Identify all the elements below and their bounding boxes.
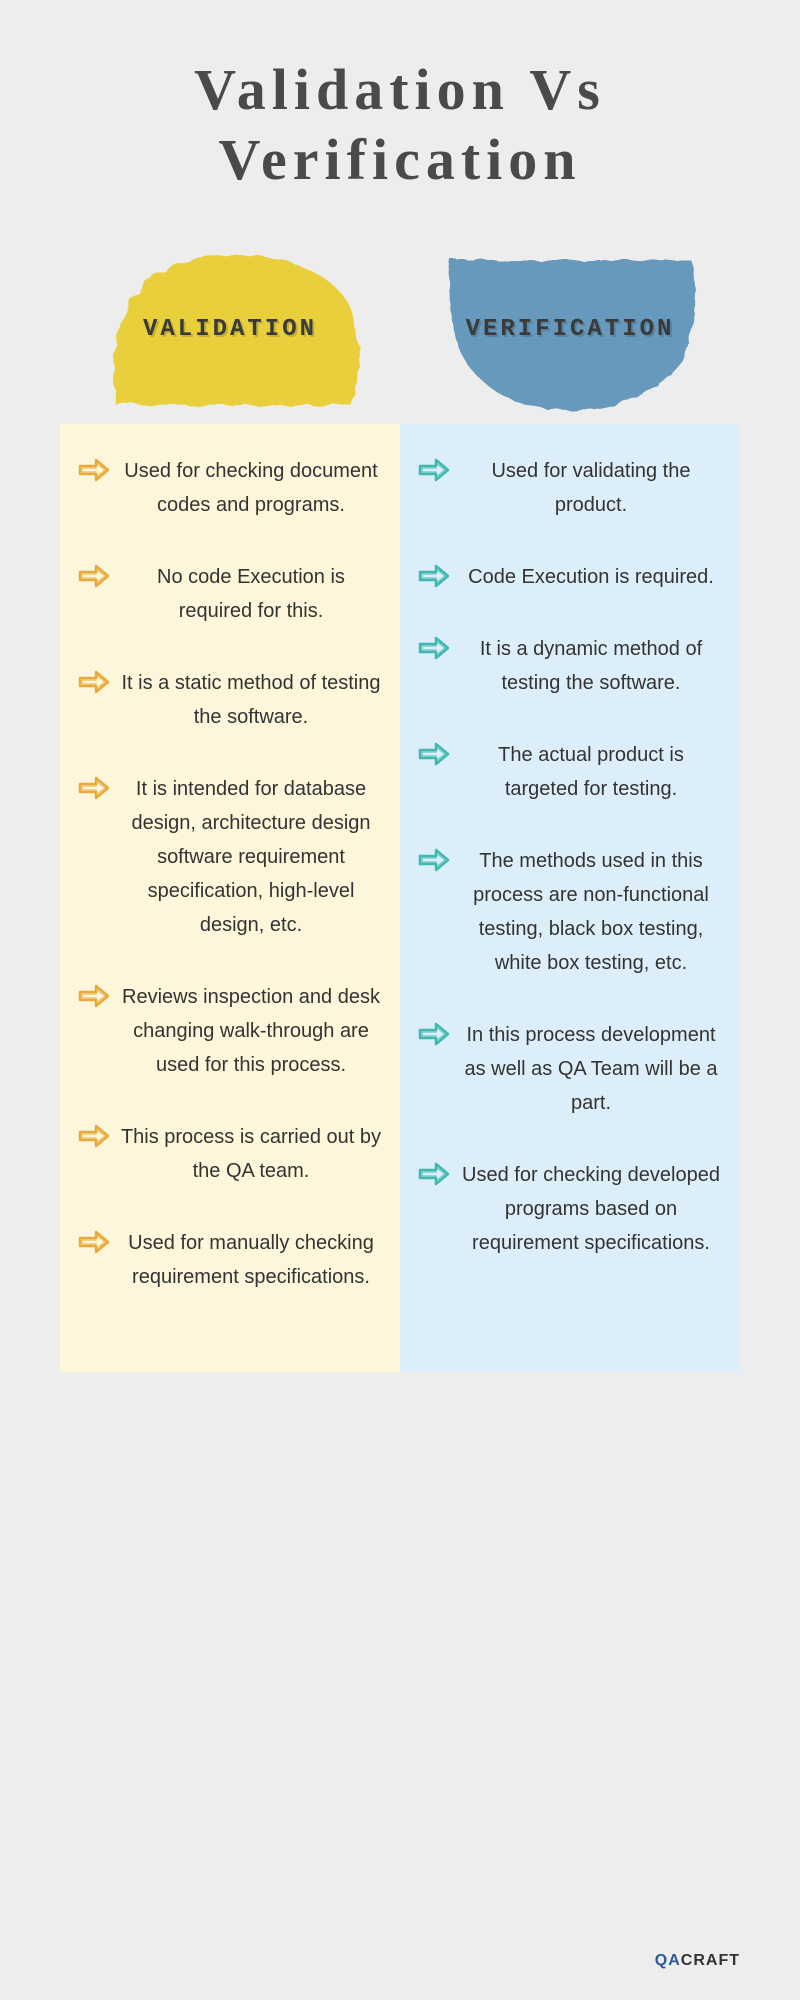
arrow-icon: [418, 1020, 450, 1048]
list-item-text: Used for checking document codes and pro…: [120, 454, 382, 522]
verification-header-label: VERIFICATION: [466, 316, 675, 343]
arrow-icon: [418, 740, 450, 768]
arrow-icon: [78, 456, 110, 484]
list-item: The actual product is targeted for testi…: [418, 738, 722, 806]
list-item: No code Execution is required for this.: [78, 560, 382, 628]
list-item-text: Code Execution is required.: [460, 560, 722, 594]
list-item-text: It is a static method of testing the sof…: [120, 666, 382, 734]
arrow-icon: [78, 668, 110, 696]
arrow-icon: [78, 774, 110, 802]
verification-column: Used for validating the product. Code Ex…: [400, 424, 740, 1372]
validation-header-blob: VALIDATION: [90, 244, 370, 414]
arrow-icon: [418, 562, 450, 590]
arrow-icon: [418, 846, 450, 874]
list-item: Used for checking developed programs bas…: [418, 1158, 722, 1260]
list-item-text: It is intended for database design, arch…: [120, 772, 382, 942]
list-item-text: This process is carried out by the QA te…: [120, 1120, 382, 1188]
footer-logo-prefix: QA: [655, 1952, 681, 1969]
arrow-icon: [78, 982, 110, 1010]
list-item-text: Used for checking developed programs bas…: [460, 1158, 722, 1260]
arrow-icon: [78, 1228, 110, 1256]
list-item-text: Reviews inspection and desk changing wal…: [120, 980, 382, 1082]
arrow-icon: [418, 456, 450, 484]
arrow-icon: [418, 1160, 450, 1188]
list-item: In this process development as well as Q…: [418, 1018, 722, 1120]
list-item-text: No code Execution is required for this.: [120, 560, 382, 628]
verification-header-blob: VERIFICATION: [430, 244, 710, 414]
footer-logo-suffix: CRAFT: [681, 1952, 740, 1969]
column-headers: VALIDATION VERIFICATION: [0, 244, 800, 414]
list-item: This process is carried out by the QA te…: [78, 1120, 382, 1188]
arrow-icon: [78, 562, 110, 590]
validation-column: Used for checking document codes and pro…: [60, 424, 400, 1372]
list-item-text: Used for manually checking requirement s…: [120, 1226, 382, 1294]
list-item: It is a dynamic method of testing the so…: [418, 632, 722, 700]
list-item: Used for manually checking requirement s…: [78, 1226, 382, 1294]
list-item-text: In this process development as well as Q…: [460, 1018, 722, 1120]
arrow-icon: [418, 634, 450, 662]
arrow-icon: [78, 1122, 110, 1150]
list-item-text: Used for validating the product.: [460, 454, 722, 522]
page-title: Validation Vs Verification: [0, 0, 800, 194]
list-item-text: The actual product is targeted for testi…: [460, 738, 722, 806]
list-item: The methods used in this process are non…: [418, 844, 722, 980]
list-item-text: It is a dynamic method of testing the so…: [460, 632, 722, 700]
list-item: Code Execution is required.: [418, 560, 722, 594]
footer-logo: QACRAFT: [655, 1952, 740, 1970]
list-item: It is a static method of testing the sof…: [78, 666, 382, 734]
list-item: It is intended for database design, arch…: [78, 772, 382, 942]
list-item-text: The methods used in this process are non…: [460, 844, 722, 980]
list-item: Reviews inspection and desk changing wal…: [78, 980, 382, 1082]
validation-header-label: VALIDATION: [143, 316, 317, 343]
list-item: Used for checking document codes and pro…: [78, 454, 382, 522]
list-item: Used for validating the product.: [418, 454, 722, 522]
comparison-columns: Used for checking document codes and pro…: [60, 424, 740, 1372]
